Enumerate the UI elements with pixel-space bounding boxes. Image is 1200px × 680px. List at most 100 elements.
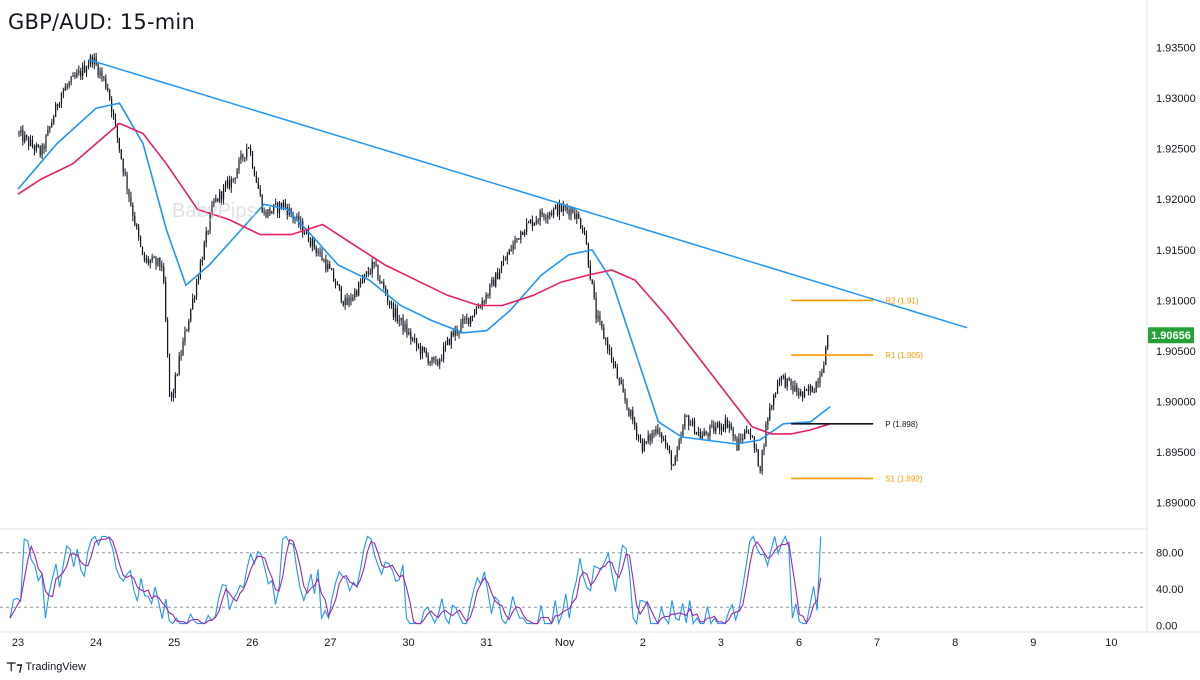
candle-body bbox=[201, 259, 203, 263]
candle-body bbox=[672, 465, 674, 467]
candle-body bbox=[215, 198, 217, 202]
candle-body bbox=[180, 354, 182, 357]
candle-body bbox=[425, 351, 427, 356]
candle-body bbox=[508, 249, 510, 255]
candle-body bbox=[485, 294, 487, 303]
candle-body bbox=[246, 148, 248, 158]
candle-body bbox=[195, 282, 198, 297]
candle-body bbox=[823, 364, 825, 374]
candle-body bbox=[29, 139, 32, 146]
oscillator-tick-label: 40.00 bbox=[1156, 584, 1184, 596]
candle-body bbox=[468, 317, 470, 324]
candle-body bbox=[302, 221, 304, 234]
candle-body bbox=[593, 284, 595, 298]
candle-body bbox=[197, 277, 200, 283]
candle-body bbox=[732, 428, 734, 437]
candle-body bbox=[545, 217, 547, 219]
candle-body bbox=[554, 205, 557, 209]
candle-body bbox=[537, 220, 539, 222]
candle-body bbox=[664, 439, 667, 446]
candle-body bbox=[414, 338, 416, 340]
candle-body bbox=[116, 124, 119, 138]
candle-body bbox=[91, 56, 93, 64]
candle-body bbox=[711, 424, 713, 427]
overlays: R2 (1.91) R1 (1.905) P (1.898) S1 (1.892) bbox=[17, 58, 968, 483]
pivot-level-label: R1 (1.905) bbox=[885, 351, 923, 360]
candle-body bbox=[547, 215, 549, 219]
candle-body bbox=[70, 77, 72, 83]
candle-body bbox=[350, 297, 352, 301]
candle-body bbox=[352, 297, 354, 301]
candle-body bbox=[591, 279, 593, 285]
tradingview-branding[interactable]: ⊤⁊ TradingView bbox=[6, 660, 86, 674]
candle-body bbox=[311, 238, 313, 246]
candle-body bbox=[491, 279, 493, 285]
candle-body bbox=[313, 238, 315, 248]
candle-body bbox=[280, 202, 283, 208]
candle-body bbox=[724, 419, 727, 430]
candle-body bbox=[473, 313, 476, 317]
time-tick-label: 7 bbox=[874, 637, 880, 649]
candle-body bbox=[163, 267, 165, 282]
candle-body bbox=[811, 386, 813, 393]
candle-body bbox=[55, 104, 57, 117]
candle-body bbox=[105, 78, 107, 88]
candle-body bbox=[261, 194, 263, 212]
candle-body bbox=[147, 258, 149, 264]
candle-body bbox=[315, 247, 317, 253]
candle-body bbox=[111, 99, 113, 113]
candle-body bbox=[690, 424, 692, 426]
candle-body bbox=[622, 384, 624, 393]
candle-body bbox=[776, 383, 779, 394]
candle-body bbox=[460, 323, 462, 332]
candle-body bbox=[219, 191, 221, 202]
candle-body bbox=[74, 75, 76, 77]
candle-body bbox=[390, 303, 393, 305]
candle-body bbox=[796, 385, 798, 393]
candle-body bbox=[807, 389, 810, 392]
oscillator-line-2 bbox=[9, 536, 822, 625]
candle-body bbox=[805, 389, 808, 391]
candle-body bbox=[423, 347, 425, 352]
candle-body bbox=[126, 174, 128, 190]
candle-body bbox=[329, 264, 331, 269]
candle-body bbox=[637, 436, 640, 438]
candle-body bbox=[585, 233, 588, 244]
candle-body bbox=[263, 211, 265, 213]
candle-body bbox=[556, 205, 559, 215]
candle-body bbox=[628, 407, 630, 416]
candle-body bbox=[132, 205, 134, 216]
axes: 1.93500 1.93000 1.92500 1.92000 1.91500 1.910… bbox=[12, 42, 1196, 649]
candle-body bbox=[761, 450, 763, 472]
candle-body bbox=[80, 70, 82, 77]
candle-body bbox=[182, 341, 184, 355]
oscillator-tick-label: 0.00 bbox=[1156, 620, 1177, 632]
tradingview-logo-icon: ⊤⁊ bbox=[6, 660, 23, 674]
candle-body bbox=[112, 112, 115, 116]
candle-body bbox=[641, 439, 644, 452]
candle-body bbox=[715, 427, 717, 432]
candle-body bbox=[319, 252, 321, 254]
time-tick-label: 9 bbox=[1030, 637, 1036, 649]
candle-body bbox=[541, 211, 543, 216]
candle-body bbox=[253, 167, 256, 176]
candle-body bbox=[284, 202, 286, 207]
price-tick-label: 1.93500 bbox=[1156, 42, 1196, 54]
candle-body bbox=[821, 373, 823, 376]
candle-body bbox=[576, 213, 578, 220]
candle-body bbox=[87, 64, 90, 69]
candle-body bbox=[97, 64, 99, 76]
candle-body bbox=[396, 308, 398, 322]
candle-body bbox=[477, 307, 479, 309]
candle-body bbox=[178, 356, 180, 375]
candle-body bbox=[385, 287, 387, 295]
candle-body bbox=[581, 228, 584, 232]
candle-body bbox=[659, 432, 661, 434]
candle-body bbox=[20, 129, 22, 133]
time-tick-label: 26 bbox=[246, 637, 258, 649]
candle-body bbox=[443, 346, 445, 360]
candle-body bbox=[49, 126, 51, 130]
candle-body bbox=[166, 320, 169, 355]
